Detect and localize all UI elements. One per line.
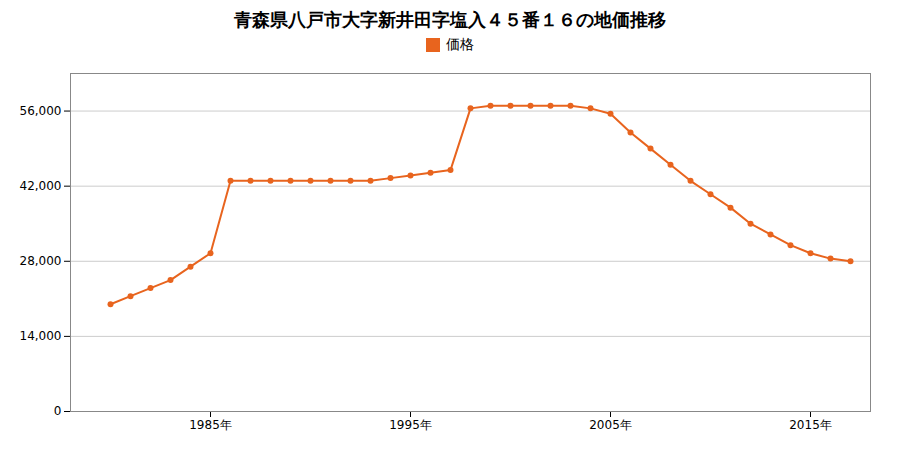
svg-text:1985年: 1985年 — [189, 418, 232, 432]
svg-text:0: 0 — [54, 404, 62, 418]
svg-text:42,000: 42,000 — [20, 179, 62, 193]
svg-text:28,000: 28,000 — [20, 254, 62, 268]
svg-text:2015年: 2015年 — [789, 418, 832, 432]
html-text:価格: 価格 — [446, 36, 474, 52]
svg-text:2005年: 2005年 — [589, 418, 632, 432]
svg-text:56,000: 56,000 — [20, 104, 62, 118]
html-text:青森県八戸市大字新井田字塩入４５番１６の地価推移: 青森県八戸市大字新井田字塩入４５番１６の地価推移 — [234, 9, 666, 30]
svg-text:1995年: 1995年 — [389, 418, 432, 432]
svg-text:14,000: 14,000 — [20, 329, 62, 343]
